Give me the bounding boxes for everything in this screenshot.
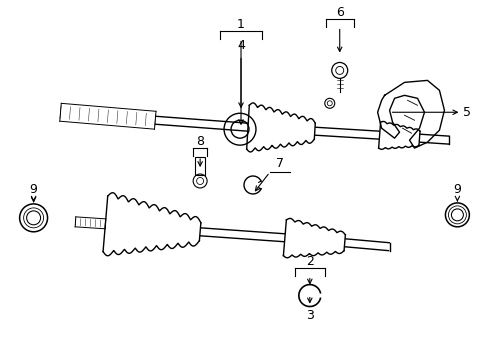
Text: 1: 1: [237, 18, 245, 31]
Text: 9: 9: [453, 183, 461, 196]
Text: 2: 2: [306, 255, 314, 268]
Text: 5: 5: [464, 106, 471, 119]
Text: 7: 7: [276, 157, 284, 170]
Text: 9: 9: [30, 183, 38, 196]
Text: 4: 4: [237, 39, 245, 51]
Text: 3: 3: [306, 310, 314, 323]
Text: 8: 8: [196, 135, 204, 148]
Text: 6: 6: [336, 6, 343, 19]
